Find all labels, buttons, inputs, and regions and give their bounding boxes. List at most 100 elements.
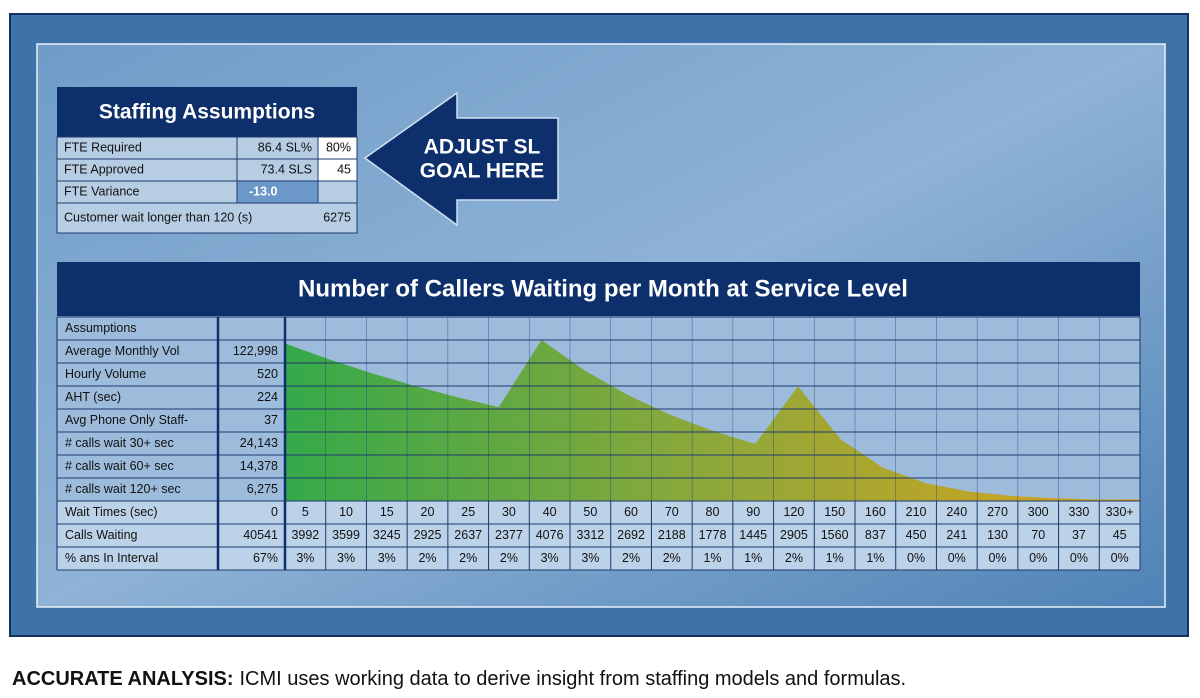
percent-answered: 1% [826,551,844,565]
percent-answered: 2% [622,551,640,565]
caption-text: ICMI uses working data to derive insight… [240,668,907,690]
percent-answered: 3% [296,551,314,565]
calls-waiting: 450 [906,528,927,542]
calls-waiting: 2377 [495,528,523,542]
row-label: FTE Required [64,140,142,154]
assumption-value: 24,143 [240,436,278,450]
wait-time: 20 [421,505,435,519]
input-value[interactable]: 45 [337,162,351,176]
row-value: 86.4 SL% [258,140,312,154]
wait-time: 330 [1068,505,1089,519]
wait-time: 15 [380,505,394,519]
calls-waiting: 2637 [454,528,482,542]
caption-lead: ACCURATE ANALYSIS: [12,668,234,690]
wait-time: 40 [543,505,557,519]
percent-answered: 3% [378,551,396,565]
calls-waiting: 2188 [658,528,686,542]
wait-time: 80 [706,505,720,519]
caption: ACCURATE ANALYSIS: ICMI uses working data… [12,668,906,690]
row-label: Calls Waiting [65,528,138,542]
calls-waiting: 2925 [414,528,442,542]
percent-answered: 0% [948,551,966,565]
calls-waiting: 4076 [536,528,564,542]
assumption-value: 122,998 [233,344,278,358]
wait-label: Customer wait longer than 120 (s) [64,210,252,224]
chart-header [57,262,1140,316]
percent-answered: 1% [744,551,762,565]
input-value[interactable]: 80% [326,140,351,154]
area [285,340,1140,501]
wait-time: 60 [624,505,638,519]
assumption-label: AHT (sec) [65,390,121,404]
percent-answered: 0% [988,551,1006,565]
assumption-label: Avg Phone Only Staff- [65,413,188,427]
assumption-value: 224 [257,390,278,404]
summary-value: 40541 [243,528,278,542]
calls-waiting: 70 [1031,528,1045,542]
assumption-label: Average Monthly Vol [65,344,179,358]
calls-waiting: 1560 [821,528,849,542]
summary-value: 67% [253,551,278,565]
content: Staffing Assumptions FTE Required 86.4 SL%… [56,87,1141,571]
calls-waiting: 2692 [617,528,645,542]
calls-waiting: 3992 [291,528,319,542]
percent-answered: 2% [785,551,803,565]
table-cell [56,202,358,234]
wait-time: 50 [583,505,597,519]
calls-waiting: 837 [865,528,886,542]
calls-waiting: 45 [1113,528,1127,542]
percent-answered: 2% [459,551,477,565]
calls-waiting: 3312 [576,528,604,542]
assumption-label: # calls wait 60+ sec [65,459,174,473]
wait-time: 270 [987,505,1008,519]
percent-answered: 1% [866,551,884,565]
assumption-label: # calls wait 120+ sec [65,482,181,496]
calls-waiting: 3245 [373,528,401,542]
row-label: FTE Approved [64,162,144,176]
wait-time: 160 [865,505,886,519]
wait-time: 70 [665,505,679,519]
row-label: FTE Variance [64,184,140,198]
calls-waiting: 37 [1072,528,1086,542]
assumption-value: 6,275 [247,482,278,496]
assumption-value: 520 [257,367,278,381]
wait-time: 25 [461,505,475,519]
row-value: -13.0 [249,184,278,198]
wait-time: 240 [946,505,967,519]
percent-answered: 0% [1070,551,1088,565]
callout-text: GOAL HERE [420,160,544,183]
wait-time: 10 [339,505,353,519]
percent-answered: 0% [1029,551,1047,565]
assumptions-header: Assumptions [65,321,137,335]
percent-answered: 1% [703,551,721,565]
wait-time: 30 [502,505,516,519]
calls-waiting: 1778 [699,528,727,542]
assumption-label: # calls wait 30+ sec [65,436,174,450]
assumption-value: 37 [264,413,278,427]
calls-waiting: 2905 [780,528,808,542]
percent-answered: 3% [541,551,559,565]
chart-title: Number of Callers Waiting per Month at S… [298,275,908,302]
bottom-rows [57,501,1140,570]
row-label: Wait Times (sec) [65,505,158,519]
percent-answered: 3% [337,551,355,565]
percent-answered: 3% [581,551,599,565]
calls-waiting: 241 [946,528,967,542]
wait-value: 6275 [323,210,351,224]
percent-answered: 0% [907,551,925,565]
percent-answered: 2% [418,551,436,565]
wait-time: 90 [746,505,760,519]
calls-waiting: 3599 [332,528,360,542]
input-cell [317,180,358,204]
wait-time: 150 [824,505,845,519]
percent-answered: 0% [1111,551,1129,565]
wait-time: 300 [1028,505,1049,519]
callout-text: ADJUST SL [424,136,541,159]
staffing-title: Staffing Assumptions [99,101,315,124]
callout-arrow [363,91,559,227]
row-value: 73.4 SLS [261,162,312,176]
wait-time: 5 [302,505,309,519]
row-label: % ans In Interval [65,551,158,565]
